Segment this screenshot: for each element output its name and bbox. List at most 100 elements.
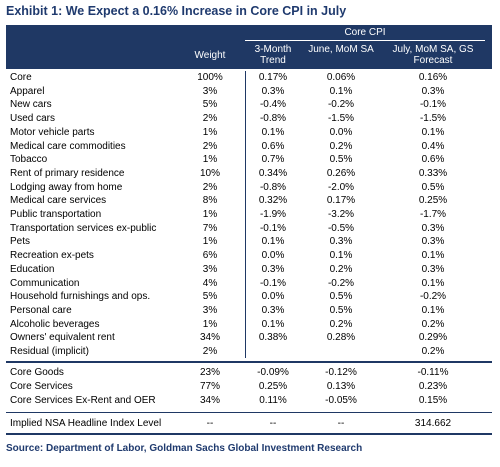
cell-value: 0.1% [329, 85, 353, 97]
row-label: Core [10, 72, 32, 83]
cell-value: -0.4% [259, 99, 287, 111]
cell-value: 23% [199, 367, 220, 378]
column-header: July, MoM SA, GS Forecast [392, 44, 474, 66]
cell-value: 2% [202, 346, 218, 357]
cell-value: -0.05% [325, 395, 357, 406]
cell-value: 0.29% [418, 332, 448, 344]
cell-value: 0.3% [421, 85, 445, 97]
cell-value: 0.3% [261, 85, 285, 97]
cell-value: 0.5% [329, 154, 353, 166]
row-label: Apparel [10, 85, 45, 97]
cell-value: 0.17% [258, 72, 288, 83]
cell-value: 0.25% [258, 381, 288, 392]
row-label: Rent of primary residence [10, 167, 125, 179]
cell-value: 0.1% [261, 126, 285, 138]
cell-value: -1.7% [419, 209, 447, 220]
row-label: Pets [10, 236, 31, 248]
cell-value: -0.1% [259, 277, 287, 289]
cell-value: 0.0% [329, 126, 353, 138]
cell-value: 0.28% [326, 332, 356, 344]
cell-value: 0.23% [418, 381, 448, 392]
cell-value: 0.3% [421, 222, 445, 234]
cell-value: 0.3% [329, 236, 353, 248]
cell-value: 0.1% [329, 250, 353, 262]
cell-value: 8% [202, 195, 218, 207]
cell-value: 0.32% [258, 195, 288, 207]
cell-value: -- [269, 418, 277, 429]
row-label: Used cars [10, 113, 56, 125]
row-label: Alcoholic beverages [10, 318, 100, 330]
row-label: Lodging away from home [10, 181, 123, 193]
cell-value: 2% [202, 140, 218, 152]
cell-value: -0.8% [259, 113, 287, 125]
row-label: Medical care services [10, 195, 107, 207]
cell-value: 0.6% [261, 140, 285, 152]
cell-value: 0.5% [421, 181, 445, 193]
cell-value: 34% [199, 332, 220, 344]
cell-value: 5% [202, 99, 218, 111]
row-label: Core Services [10, 381, 73, 392]
cell-value: 0.16% [418, 72, 448, 83]
cell-value: 0.11% [259, 395, 287, 406]
cell-value: -1.5% [419, 113, 447, 125]
row-label: Education [10, 263, 55, 275]
cell-value: 7% [202, 222, 218, 234]
cell-value: 0.26% [326, 167, 356, 179]
cell-value: 3% [202, 263, 218, 275]
row-label: Tobacco [10, 154, 48, 166]
cell-value: 0.38% [258, 332, 288, 344]
cell-value: -0.1% [419, 99, 447, 111]
cell-value: 0.5% [329, 291, 353, 303]
cell-value: 0.2% [421, 318, 445, 330]
source: Source: Department of Labor, Goldman Sac… [6, 443, 363, 454]
row-label: Recreation ex-pets [10, 250, 94, 262]
cell-value: 0.25% [418, 195, 448, 207]
cell-value: 0.1% [261, 236, 285, 248]
row-label: Public transportation [10, 209, 102, 220]
row-label: Owners' equivalent rent [10, 332, 115, 344]
cell-value: 0.2% [421, 346, 445, 357]
cell-value: 0.15% [418, 395, 448, 406]
cell-value: 314.662 [414, 418, 452, 429]
cell-value: 1% [202, 236, 218, 248]
column-header: June, MoM SA [308, 44, 374, 55]
cell-value: 0.1% [421, 250, 445, 262]
row-label: Core Goods [10, 367, 64, 378]
cell-value: -0.8% [259, 181, 287, 193]
cell-value: 5% [202, 291, 218, 303]
table-header [6, 25, 492, 69]
cell-value: 0.4% [421, 140, 445, 152]
cell-value: 0.1% [421, 304, 445, 316]
row-label: Household furnishings and ops. [10, 291, 151, 303]
cell-value: -0.09% [257, 367, 289, 378]
cell-value: 0.0% [261, 291, 285, 303]
row-label: Communication [10, 277, 80, 289]
cell-value: -0.2% [327, 99, 355, 111]
cell-value: -0.2% [327, 277, 355, 289]
cell-value: 1% [202, 154, 218, 166]
cell-value: 1% [202, 126, 218, 138]
cell-value: 0.6% [421, 154, 445, 166]
cell-value: -1.5% [327, 113, 355, 125]
cell-value: 0.17% [326, 195, 356, 207]
cell-value: 0.33% [418, 167, 448, 179]
cell-value: -0.2% [419, 291, 447, 303]
cell-value: 2% [202, 181, 218, 193]
cell-value: 0.5% [329, 304, 353, 316]
cell-value: 0.34% [258, 167, 288, 179]
cell-value: 0.7% [261, 154, 285, 166]
cell-value: -0.11% [417, 367, 449, 378]
cell-value: 10% [199, 167, 220, 179]
cell-value: -2.0% [327, 181, 355, 193]
cell-value: 3% [202, 304, 218, 316]
cell-value: 1% [202, 209, 218, 220]
cell-value: 0.3% [421, 263, 445, 275]
cell-value: 77% [199, 381, 220, 392]
cell-value: 0.2% [329, 263, 353, 275]
cell-value: -1.9% [259, 209, 287, 220]
cell-value: 0.1% [421, 277, 445, 289]
column-header: 3-Month Trend [254, 44, 292, 66]
column-divider [245, 71, 246, 358]
row-label: Residual (implicit) [10, 346, 89, 357]
cell-value: 0.1% [421, 126, 445, 138]
